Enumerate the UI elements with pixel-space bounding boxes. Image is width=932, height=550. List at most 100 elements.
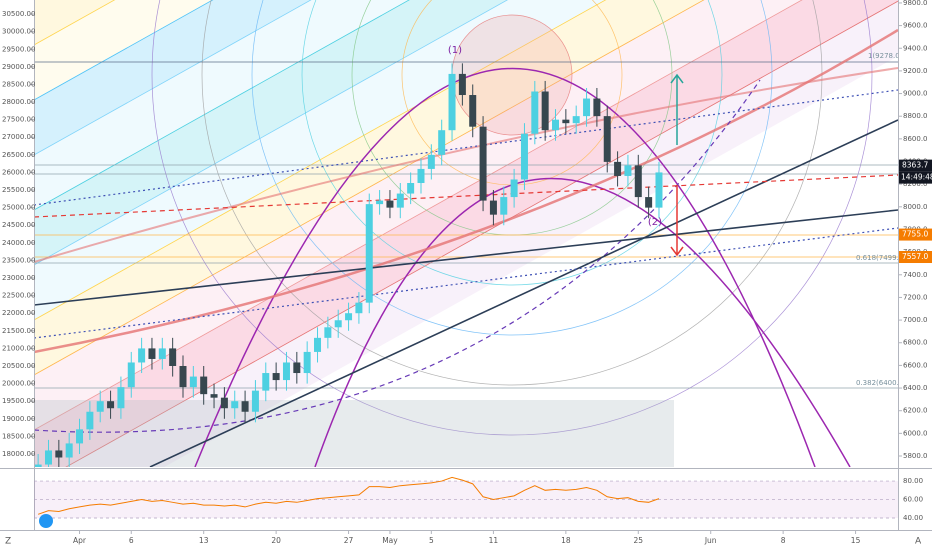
y2-tick-label: 9600.0	[903, 22, 928, 30]
candle-body	[396, 193, 404, 208]
parabola	[314, 178, 851, 467]
candle-body	[169, 348, 177, 366]
price-badge	[899, 228, 932, 241]
candle-body	[655, 172, 663, 208]
y2-tick-label: 8800.0	[903, 112, 928, 120]
y-tick-label: 19500.00	[2, 397, 35, 405]
curve	[34, 79, 761, 433]
y-tick-label: 21500.00	[2, 327, 35, 335]
y2-tick-label: 7400.0	[903, 271, 928, 279]
candle-body	[55, 450, 63, 458]
candle-body	[438, 130, 446, 155]
pitchfork-line	[34, 0, 803, 431]
y2-tick-label: 6600.0	[903, 361, 928, 369]
candle-body	[65, 443, 73, 458]
y-tick-label: 30500.00	[2, 10, 35, 18]
candle-body	[407, 182, 415, 194]
y2-tick-label: 6200.0	[903, 407, 928, 415]
x-tick-label: 13	[199, 536, 209, 545]
y-tick-label: 20000.00	[2, 380, 35, 388]
candle-body	[262, 373, 270, 391]
annotation: (1)	[448, 45, 462, 56]
curve	[34, 28, 898, 354]
candle-body	[179, 365, 187, 388]
candle-body	[314, 337, 322, 352]
rsi-tick-label: 60.00	[903, 496, 923, 504]
y-tick-label: 30000.00	[2, 28, 35, 36]
candle-body	[117, 387, 125, 409]
x-tick-label: Apr	[73, 536, 87, 545]
price-badge	[899, 159, 932, 172]
candle-body	[520, 133, 528, 180]
y-tick-label: 24000.00	[2, 239, 35, 247]
y-tick-label: 23000.00	[2, 274, 35, 282]
y-tick-label: 22500.00	[2, 292, 35, 300]
y-tick-label: 18000.00	[2, 450, 35, 458]
candle-body	[469, 95, 477, 127]
pitchfork-line	[34, 0, 705, 376]
price-badge-label: 7755.0	[902, 230, 928, 239]
curve	[34, 67, 898, 263]
x-tick-label: 20	[271, 536, 281, 545]
candle-body	[282, 362, 290, 381]
candle-body	[107, 401, 115, 409]
y-tick-label: 29500.00	[2, 45, 35, 53]
candle-body	[293, 362, 301, 374]
auto-scale-icon[interactable]: A	[915, 537, 922, 547]
candle-body	[531, 91, 539, 134]
candle-body	[562, 119, 570, 124]
y2-tick-label: 6400.0	[903, 384, 928, 392]
trend-line	[34, 227, 898, 339]
rsi-tick-label: 40.00	[903, 514, 923, 522]
candle-body	[417, 168, 425, 183]
candle-body	[220, 397, 228, 409]
pitchfork-band	[34, 0, 898, 467]
y-tick-label: 26000.00	[2, 168, 35, 176]
candle-body	[127, 362, 135, 388]
price-badge-label: 8363.7	[902, 161, 928, 170]
rsi-indicator: 80.00 60.00 40.00	[34, 476, 923, 522]
y2-tick-label: 6000.0	[903, 429, 928, 437]
candle-body	[603, 116, 611, 162]
candle-body	[148, 348, 156, 359]
candle-body	[272, 373, 280, 381]
x-tick-label: 11	[489, 536, 499, 545]
x-tick-label: 25	[634, 536, 644, 545]
candle-body	[200, 376, 208, 395]
x-tick-label: 15	[851, 536, 861, 545]
x-tick-label: Jun	[704, 536, 717, 545]
fib-circle	[151, 0, 873, 436]
candle-body	[634, 165, 642, 198]
countdown-badge	[899, 171, 932, 184]
candle-body	[334, 320, 342, 328]
candle-body	[138, 348, 146, 363]
candle-body	[251, 390, 259, 412]
y-tick-label: 18500.00	[2, 432, 35, 440]
candle-body	[86, 411, 94, 430]
candle-body	[324, 327, 332, 338]
y-tick-label: 27500.00	[2, 116, 35, 124]
y2-tick-label: 7200.0	[903, 293, 928, 301]
candle-body	[376, 200, 384, 205]
timezone-icon[interactable]: Z	[5, 537, 11, 547]
y2-tick-label: 9400.0	[903, 44, 928, 52]
rsi-pane	[34, 470, 898, 530]
y-tick-label: 21000.00	[2, 344, 35, 352]
candle-body	[303, 351, 311, 374]
candle-body	[189, 376, 197, 388]
candle-body	[614, 161, 622, 176]
y-tick-label: 27000.00	[2, 133, 35, 141]
fib-circle	[301, 0, 723, 286]
trend-line	[34, 209, 898, 306]
pitchfork-line	[34, 0, 509, 266]
candle-body	[241, 401, 249, 412]
y-tick-label: 28500.00	[2, 80, 35, 88]
candle-body	[427, 154, 435, 169]
y-tick-label: 22000.00	[2, 309, 35, 317]
y2-tick-label: 8600.0	[903, 135, 928, 143]
y-tick-label: 25500.00	[2, 186, 35, 194]
arrow-down	[670, 185, 684, 257]
logo-icon[interactable]	[39, 514, 53, 528]
candle-body	[44, 450, 52, 465]
